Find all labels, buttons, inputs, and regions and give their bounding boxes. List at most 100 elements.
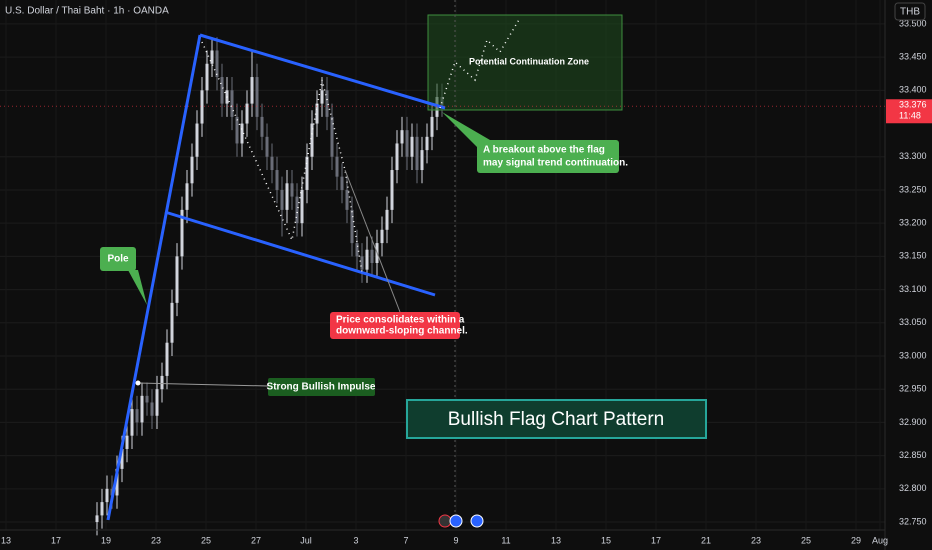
y-tick-label: 33.050 [899, 317, 927, 327]
breakout-pointer [442, 112, 490, 148]
x-tick-label: 15 [601, 535, 611, 545]
y-tick-label: 33.500 [899, 18, 927, 28]
candle-body [250, 77, 254, 104]
candle-body [210, 50, 214, 64]
candle-body [140, 395, 144, 423]
candle-body [125, 435, 129, 449]
pole-pointer [128, 270, 147, 305]
impulse-box [268, 378, 375, 396]
candle-body [170, 302, 174, 343]
candle-body [380, 229, 384, 244]
candle-body [305, 156, 309, 190]
candle-body [135, 409, 139, 423]
candle-body [330, 116, 334, 157]
candle-body [215, 50, 219, 78]
candle-body [190, 156, 194, 184]
symbol-title: U.S. Dollar / Thai Baht · 1h · OANDA [5, 6, 169, 17]
x-tick-label: 13 [1, 535, 11, 545]
x-tick-label: Jul [300, 535, 312, 545]
zone-box [427, 14, 623, 111]
candles [95, 37, 444, 536]
candle-body [100, 502, 104, 516]
x-tick-label: 25 [801, 535, 811, 545]
candle-body [290, 183, 294, 197]
x-tick-label: 9 [453, 535, 458, 545]
impulse-dot [135, 380, 141, 386]
candle-body [185, 183, 189, 210]
y-tick-label: 33.400 [899, 85, 927, 95]
x-tick-label: 7 [403, 535, 408, 545]
event-icon[interactable] [438, 514, 452, 528]
x-tick-label: 19 [101, 535, 111, 545]
candle-body [385, 209, 389, 230]
candle-body [105, 488, 109, 503]
event-icon[interactable] [470, 514, 484, 528]
currency-label[interactable]: THB [900, 7, 920, 18]
candle-body [400, 130, 404, 144]
x-tick-label: 13 [551, 535, 561, 545]
consolidation-line: downward-sloping channel. [336, 326, 468, 337]
x-tick-label: Aug [872, 535, 888, 545]
candle-body [120, 448, 124, 469]
candle-body [155, 389, 159, 416]
impulse-pointer [137, 382, 269, 387]
candle-body [235, 116, 239, 144]
x-tick-label: 29 [851, 535, 861, 545]
y-tick-label: 33.250 [899, 184, 927, 194]
candle-body [295, 196, 299, 224]
candle-body [180, 209, 184, 257]
candle-body [260, 116, 264, 137]
candle-body [240, 123, 244, 144]
candle-body [220, 77, 224, 104]
y-tick-label: 32.800 [899, 483, 927, 493]
candle-body [280, 189, 284, 210]
countdown-label: 11:48 [899, 111, 921, 121]
candle-body [320, 90, 324, 104]
y-tick-label: 32.900 [899, 417, 927, 427]
pattern-box [406, 399, 707, 439]
candle-body [365, 249, 369, 270]
axes: 33.500 33.450 33.400 33.300 33.250 33.200 33.1… [0, 18, 932, 545]
last-price-label: 33.376 [899, 100, 927, 110]
currency-box[interactable] [894, 2, 926, 21]
candle-body [265, 136, 269, 157]
consolidation-box [330, 312, 460, 339]
candle-body [275, 170, 279, 190]
y-tick-label: 33.150 [899, 251, 927, 261]
candle-body [205, 63, 209, 91]
candle-body [315, 103, 319, 124]
candle-body [160, 375, 164, 390]
event-icon[interactable] [449, 514, 463, 528]
candle-body [395, 143, 399, 171]
y-tick-label: 33.300 [899, 151, 927, 161]
candle-body [200, 90, 204, 124]
candle-body [335, 156, 339, 177]
candle-body [410, 136, 414, 157]
y-tick-label: 32.750 [899, 516, 927, 526]
breakout-line: A breakout above the flag [483, 145, 605, 156]
candle-body [340, 176, 344, 190]
candle-body [95, 515, 99, 523]
candle-body [165, 342, 169, 376]
candle-body [355, 243, 359, 257]
pole-label: Pole [107, 254, 129, 265]
candle-body [360, 256, 364, 270]
y-tick-label: 32.850 [899, 450, 927, 460]
last-price-box [886, 99, 932, 124]
candle-body [195, 123, 199, 157]
y-tick-label: 33.450 [899, 51, 927, 61]
y-tick-label: 33.100 [899, 284, 927, 294]
x-tick-label: 27 [251, 535, 261, 545]
candle-body [145, 395, 149, 403]
candle-body [270, 156, 274, 171]
candle-body [115, 468, 119, 496]
pole-line [106, 34, 202, 521]
zone-label: Potential Continuation Zone [469, 56, 589, 66]
candle-body [230, 90, 234, 117]
candle-body [350, 209, 354, 244]
y-tick-label: 33.200 [899, 218, 927, 228]
candle-body [310, 123, 314, 157]
flag-lower [164, 210, 436, 297]
flag-upper [199, 33, 446, 110]
